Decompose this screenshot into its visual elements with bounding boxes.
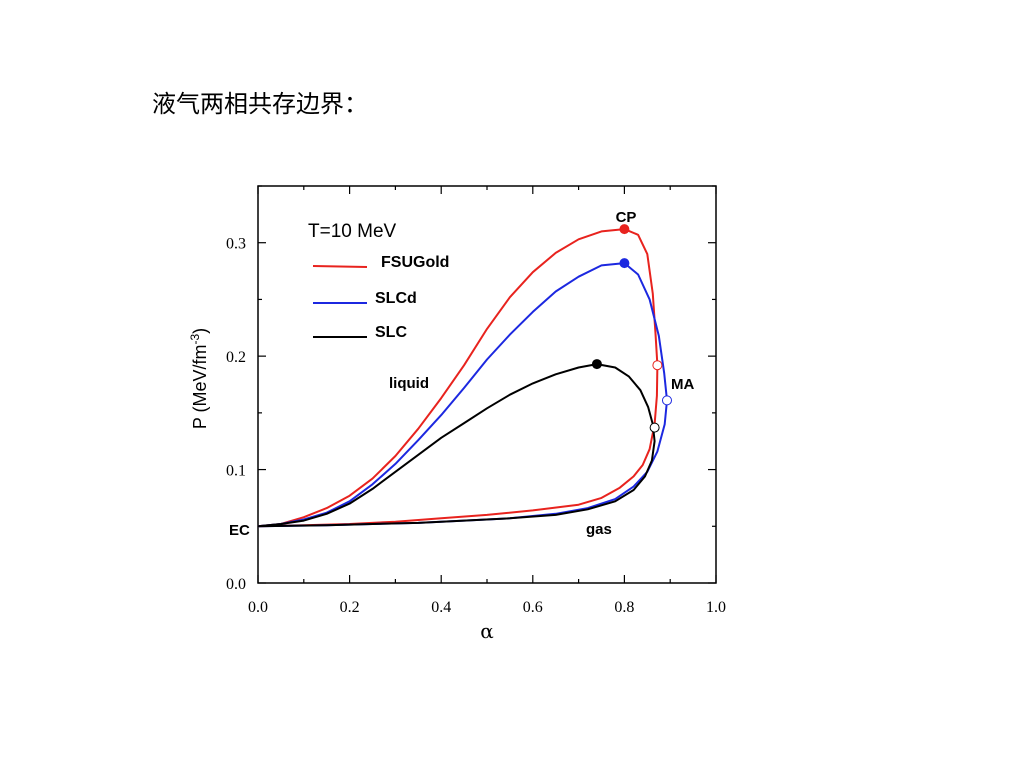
annotation-liquid: liquid xyxy=(389,375,429,392)
annotations: CP MA EC liquid gas xyxy=(229,209,694,539)
annotation-ma: MA xyxy=(671,376,694,393)
series-curves xyxy=(257,228,668,528)
x-tick-label: 0.8 xyxy=(614,599,634,616)
legend-title: T=10 MeV xyxy=(308,221,397,242)
y-axis-title-close: ) xyxy=(190,328,210,334)
axis-titles: α P (MeV/fm-3) xyxy=(188,328,494,643)
plot-border xyxy=(257,185,717,584)
y-axis-title-exponent: -3 xyxy=(188,333,202,344)
max-asymmetry-point-slc xyxy=(649,422,660,433)
critical-point-slcd xyxy=(619,258,630,269)
critical-point-slc xyxy=(591,359,602,370)
max-asymmetry-point-slcd xyxy=(661,395,672,406)
x-tick-label: 0.0 xyxy=(248,599,268,616)
max-asymmetry-point-fsugold xyxy=(652,360,663,371)
legend-label-fsugold: FSUGold xyxy=(381,254,449,271)
annotation-cp: CP xyxy=(616,209,637,226)
legend-label-slc: SLC xyxy=(375,324,407,341)
axis-ticks xyxy=(257,185,717,584)
slide-title: 液气两相共存边界： xyxy=(152,90,368,118)
series-line-slc xyxy=(257,363,656,528)
series-line-fsugold xyxy=(257,228,659,528)
y-tick-label: 0.0 xyxy=(226,576,246,593)
x-tick-label: 1.0 xyxy=(706,599,726,616)
x-axis-title: α xyxy=(480,619,494,643)
y-axis-title: P (MeV/fm-3) xyxy=(188,328,210,429)
legend-swatch-fsugold xyxy=(312,265,368,268)
y-tick-label: 0.1 xyxy=(226,463,246,480)
x-tick-label: 0.2 xyxy=(340,599,360,616)
legend-label-slcd: SLCd xyxy=(375,290,417,307)
plot-frame xyxy=(257,185,717,584)
point-markers xyxy=(591,224,672,433)
x-tick-label: 0.4 xyxy=(431,599,451,616)
annotation-gas: gas xyxy=(586,521,612,538)
y-tick-label: 0.3 xyxy=(226,236,246,253)
axis-tick-labels: 0.0 0.2 0.4 0.6 0.8 1.0 0.0 0.1 0.2 0.3 xyxy=(226,236,726,616)
y-tick-label: 0.2 xyxy=(226,349,246,366)
y-axis-title-main: P (MeV/fm xyxy=(190,344,210,429)
annotation-ec: EC xyxy=(229,522,250,539)
x-tick-label: 0.6 xyxy=(523,599,543,616)
critical-point-fsugold xyxy=(619,224,630,235)
legend: T=10 MeV FSUGold SLCd SLC xyxy=(308,221,449,341)
